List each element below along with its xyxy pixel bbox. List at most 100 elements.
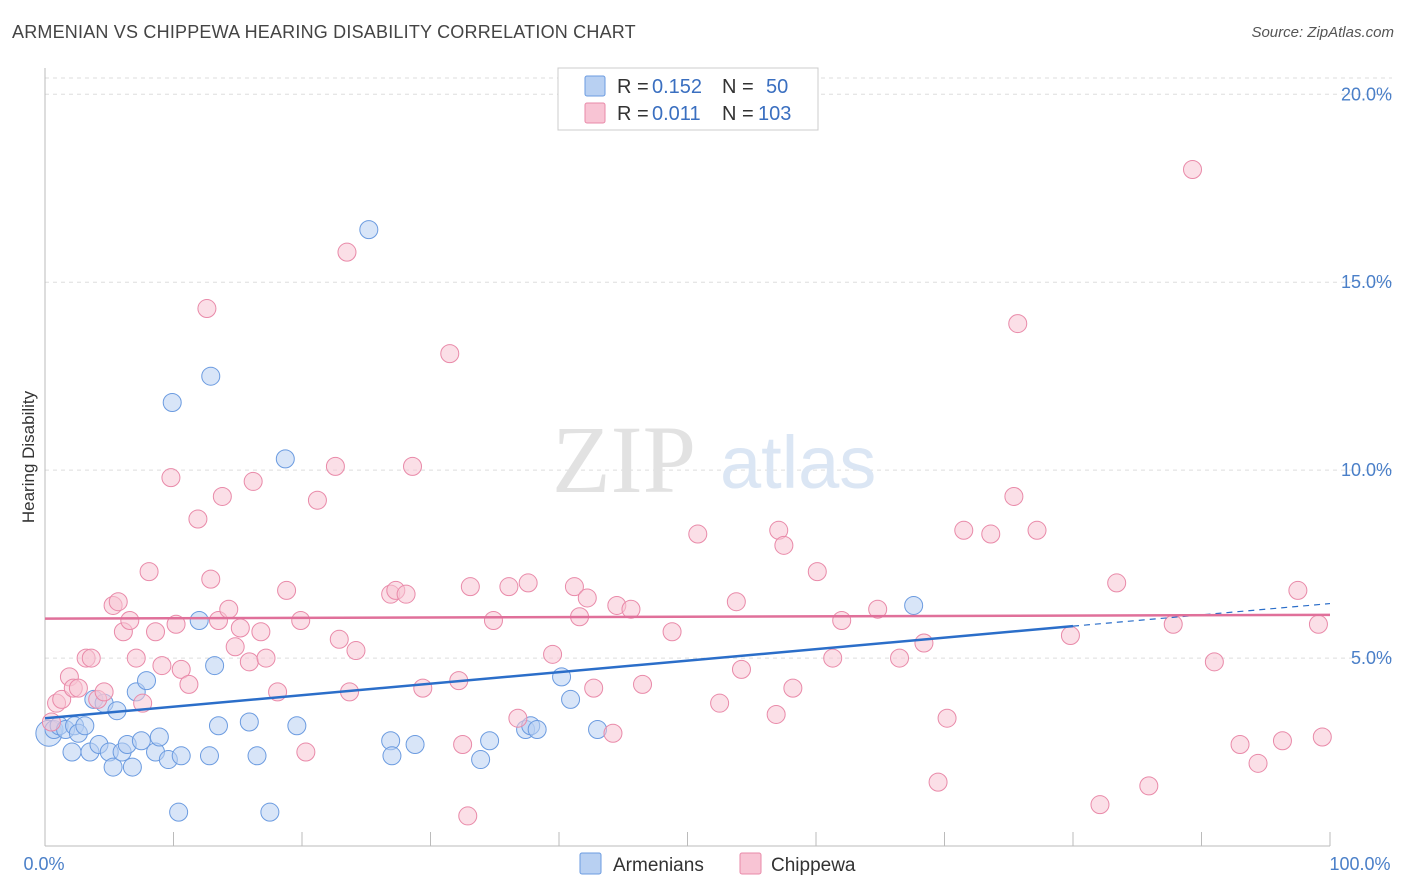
legend-n-value-armenians: 50	[766, 76, 788, 98]
chippewa-point	[52, 689, 72, 709]
legend-swatch-armenians	[584, 75, 606, 97]
bottom-legend-swatch-chippewa	[739, 852, 762, 875]
chippewa-point	[291, 610, 311, 630]
chippewa-point	[346, 641, 366, 661]
chippewa-point	[543, 644, 563, 664]
chippewa-point	[179, 674, 199, 694]
chippewa-point	[201, 569, 221, 589]
armenians-point	[405, 735, 425, 755]
trend-line-armenians-extension	[1072, 602, 1331, 627]
chippewa-point	[133, 693, 153, 713]
armenians-point	[62, 742, 82, 762]
chippewa-point	[197, 299, 217, 319]
chippewa-point	[68, 678, 88, 698]
legend-n-value-chippewa: 103	[758, 103, 791, 125]
chippewa-point	[120, 610, 140, 630]
armenians-point	[75, 716, 95, 736]
chippewa-point	[726, 592, 746, 612]
chippewa-point	[126, 648, 146, 668]
armenians-point	[260, 802, 280, 822]
chippewa-point	[460, 577, 480, 597]
chippewa-point	[564, 577, 584, 597]
chippewa-point	[277, 580, 297, 600]
chippewa-point	[81, 648, 101, 668]
chippewa-point	[832, 610, 852, 630]
chippewa-point	[1204, 652, 1224, 672]
armenians-point	[527, 719, 547, 739]
chippewa-point	[329, 629, 349, 649]
chippewa-point	[823, 648, 843, 668]
chippewa-point	[1004, 486, 1024, 506]
chippewa-point	[508, 708, 528, 728]
chippewa-point	[325, 456, 345, 476]
armenians-point	[103, 757, 123, 777]
armenians-point	[205, 656, 225, 676]
chippewa-point	[440, 344, 460, 364]
bottom-legend-label-chippewa: Chippewa	[771, 855, 856, 876]
armenians-point	[131, 731, 151, 751]
y-axis-title: Hearing Disability	[19, 390, 38, 523]
armenians-point	[208, 716, 228, 736]
chippewa-point	[1090, 795, 1110, 815]
armenians-point	[169, 802, 189, 822]
x-tick-label-min: 0.0%	[23, 854, 64, 874]
trend-line-armenians	[44, 624, 1074, 720]
chippewa-point	[890, 648, 910, 668]
chippewa-point	[413, 678, 433, 698]
armenians-point	[171, 746, 191, 766]
trend-lines	[44, 602, 1331, 720]
armenians-point	[382, 746, 402, 766]
chippewa-point	[1183, 159, 1203, 179]
chippewa-point	[225, 637, 245, 657]
y-tick-label: 15.0%	[1341, 272, 1392, 292]
chippewa-point	[766, 704, 786, 724]
armenians-point	[189, 610, 209, 630]
chippewa-point	[230, 618, 250, 638]
chippewa-point	[161, 468, 181, 488]
chippewa-point	[256, 648, 276, 668]
chippewa-point	[1163, 614, 1183, 634]
watermark-zip: ZIP	[552, 406, 696, 513]
armenians-point	[275, 449, 295, 469]
chippewa-point	[152, 656, 172, 676]
chippewa-point	[483, 610, 503, 630]
legend-r-value-chippewa: 0.011	[652, 103, 701, 125]
armenians-point	[359, 220, 379, 240]
chippewa-point	[251, 622, 271, 642]
chippewa-point	[499, 577, 519, 597]
chippewa-point	[1248, 753, 1268, 773]
series-armenians-points	[35, 220, 924, 822]
chippewa-point	[688, 524, 708, 544]
chippewa-point	[584, 678, 604, 698]
chippewa-point	[239, 652, 259, 672]
armenians-point	[904, 595, 924, 615]
armenians-point	[201, 366, 221, 386]
chippewa-point	[807, 562, 827, 582]
chippewa-point	[981, 524, 1001, 544]
armenians-point	[239, 712, 259, 732]
y-tick-label: 20.0%	[1341, 84, 1392, 104]
chippewa-point	[1312, 727, 1332, 747]
chippewa-point	[458, 806, 478, 826]
armenians-point	[287, 716, 307, 736]
chippewa-point	[166, 614, 186, 634]
chippewa-point	[731, 659, 751, 679]
chippewa-point	[1272, 731, 1292, 751]
bottom-legend-swatch-armenians	[579, 852, 602, 875]
chippewa-point	[868, 599, 888, 619]
chippewa-point	[41, 712, 61, 732]
chippewa-point	[1288, 580, 1308, 600]
bottom-legend-label-armenians: Armenians	[613, 855, 704, 876]
chippewa-point	[1139, 776, 1159, 796]
chippewa-point	[396, 584, 416, 604]
chippewa-point	[108, 592, 128, 612]
armenians-point	[137, 671, 157, 691]
chippewa-point	[453, 735, 473, 755]
series-chippewa-points	[41, 159, 1332, 826]
bottom-legend: Armenians Chippewa	[579, 852, 856, 876]
watermark-atlas: atlas	[720, 421, 876, 504]
chippewa-point	[928, 772, 948, 792]
chippewa-point	[94, 682, 114, 702]
legend-n-label-chippewa: N =	[722, 103, 754, 125]
chart-title: ARMENIAN VS CHIPPEWA HEARING DISABILITY …	[12, 22, 636, 42]
